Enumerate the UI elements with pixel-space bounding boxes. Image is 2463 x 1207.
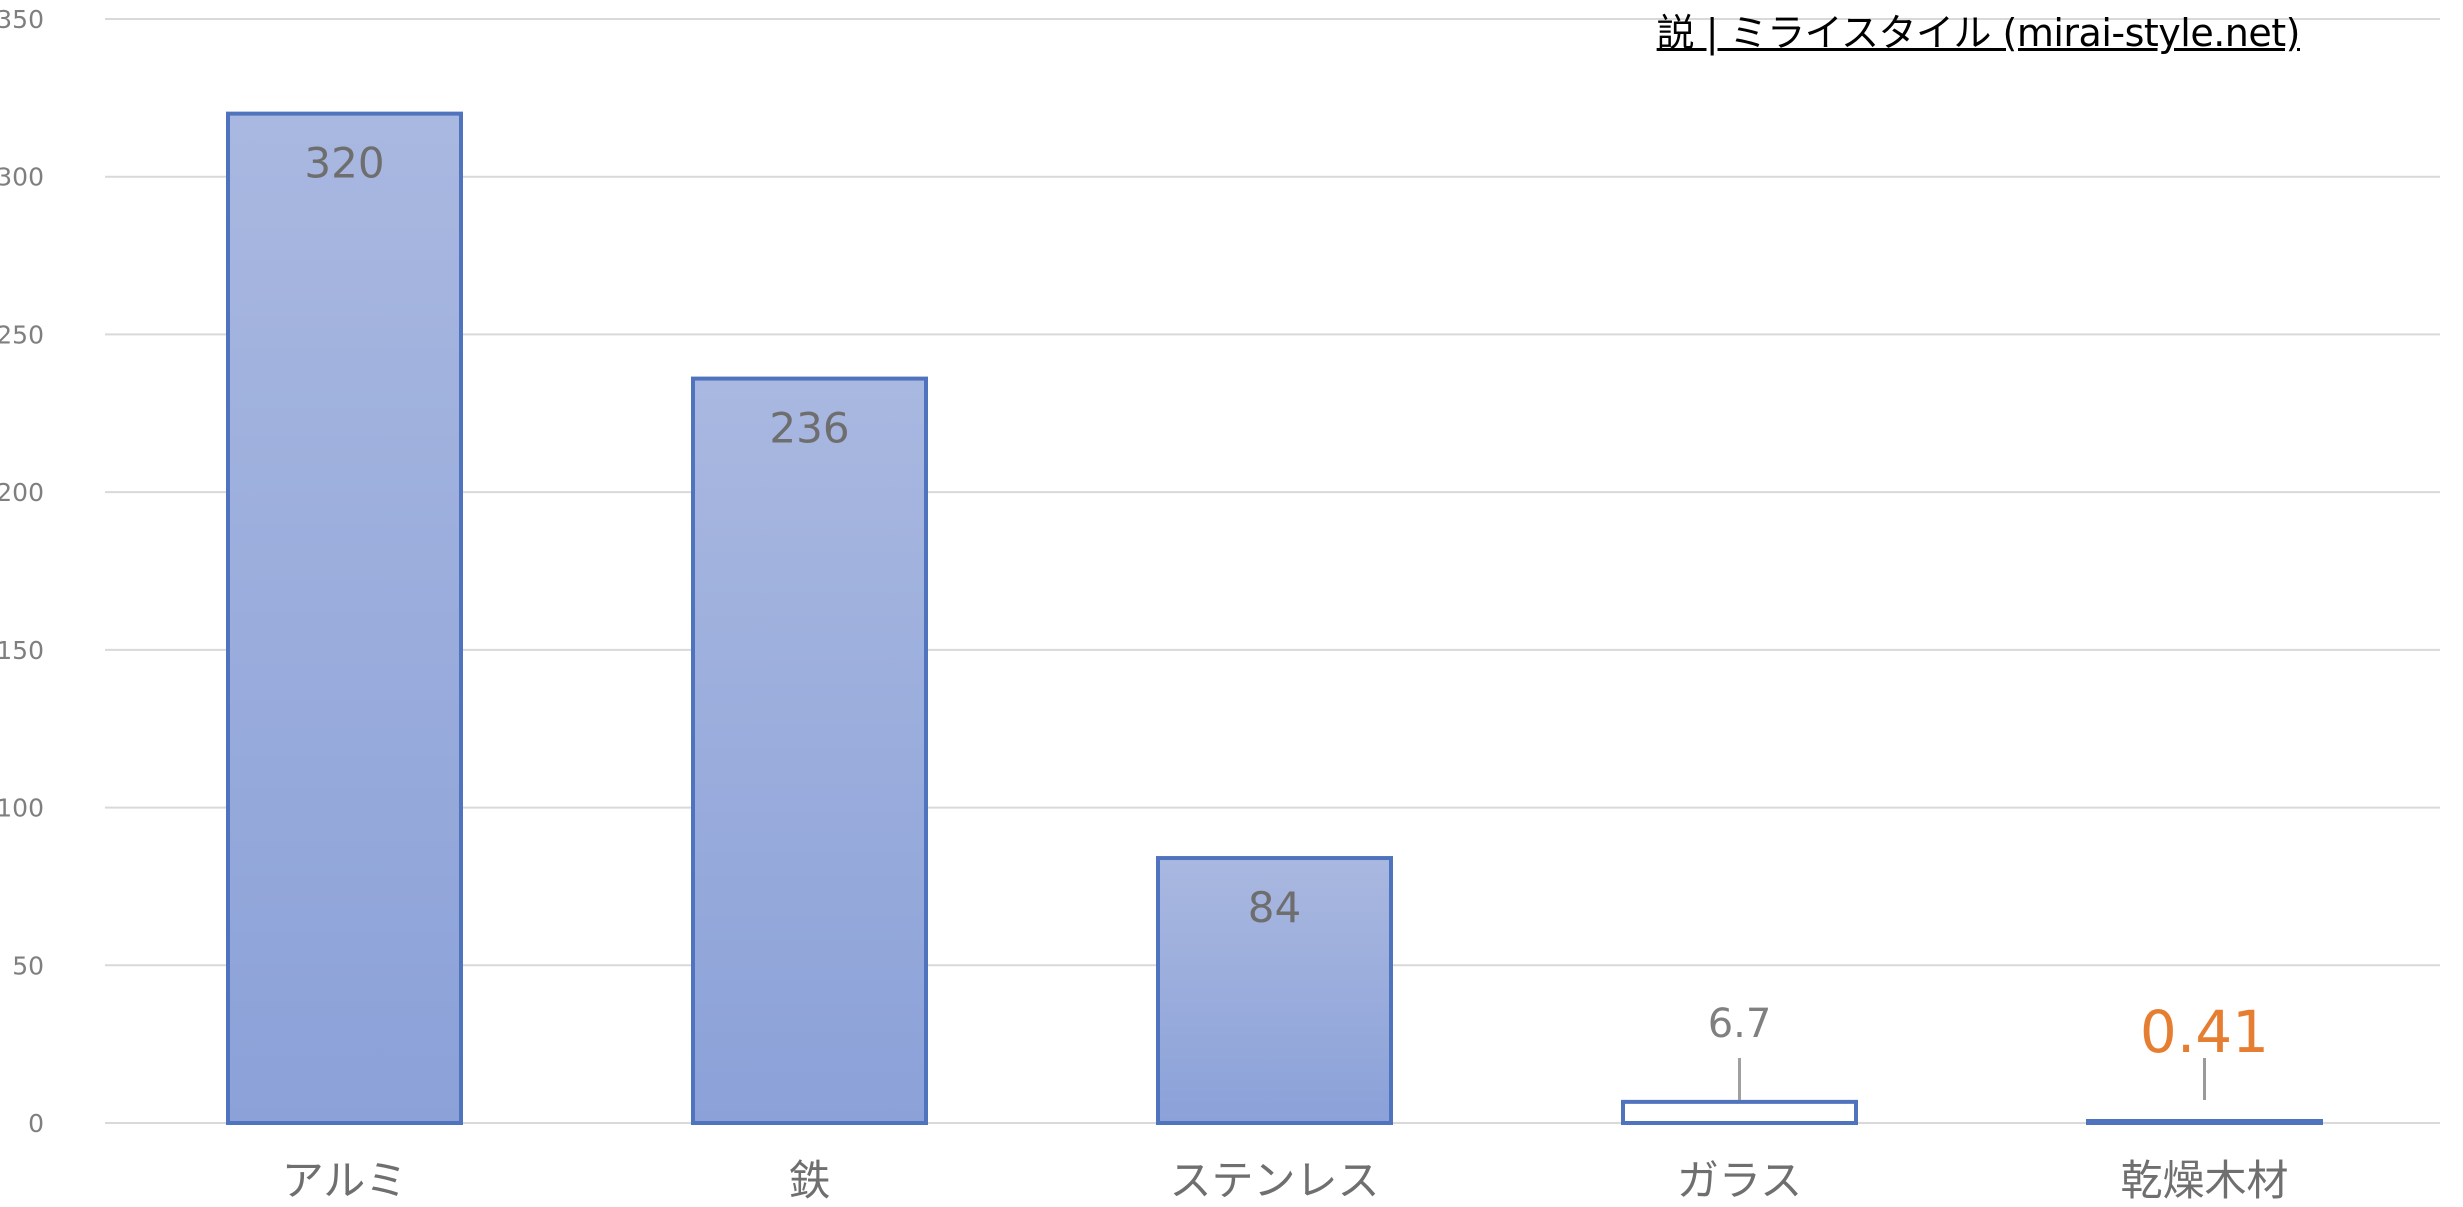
x-category-label: アルミ: [282, 1156, 408, 1205]
y-tick-label: 350: [0, 5, 44, 34]
y-tick-label: 0: [28, 1109, 44, 1138]
bar-3: [1156, 856, 1393, 1125]
data-label: 0.41: [2140, 998, 2269, 1066]
x-category-label: 乾燥木材: [2120, 1156, 2288, 1205]
y-tick-label: 50: [12, 951, 44, 980]
bar-1: [226, 111, 463, 1125]
gridlines: [105, 18, 2440, 1124]
data-label: 320: [304, 139, 384, 188]
x-category-label: 鉄: [788, 1156, 830, 1205]
data-labels: 320 236 84 6.7 0.41: [304, 139, 2269, 1100]
data-label: 6.7: [1708, 1001, 1772, 1047]
x-category-label: ガラス: [1677, 1156, 1802, 1205]
y-axis-tick-labels: 0 50 100 150 200 250 300 350: [0, 5, 44, 1138]
x-axis-category-labels: アルミ 鉄 ステンレス ガラス 乾燥木材: [282, 1156, 2289, 1205]
y-tick-label: 300: [0, 163, 44, 192]
y-tick-label: 250: [0, 320, 44, 349]
data-label: 84: [1248, 883, 1301, 932]
bar-5: [2086, 1119, 2323, 1125]
source-link[interactable]: 説 | ミライスタイル (mirai-style.net): [1656, 11, 2301, 55]
bars: [226, 111, 2323, 1126]
y-tick-label: 100: [0, 794, 44, 823]
y-tick-label: 200: [0, 478, 44, 507]
bar-4: [1621, 1099, 1858, 1126]
bar-2: [691, 376, 928, 1125]
y-tick-label: 150: [0, 636, 44, 665]
data-label: 236: [769, 404, 849, 453]
x-category-label: ステンレス: [1169, 1156, 1379, 1205]
